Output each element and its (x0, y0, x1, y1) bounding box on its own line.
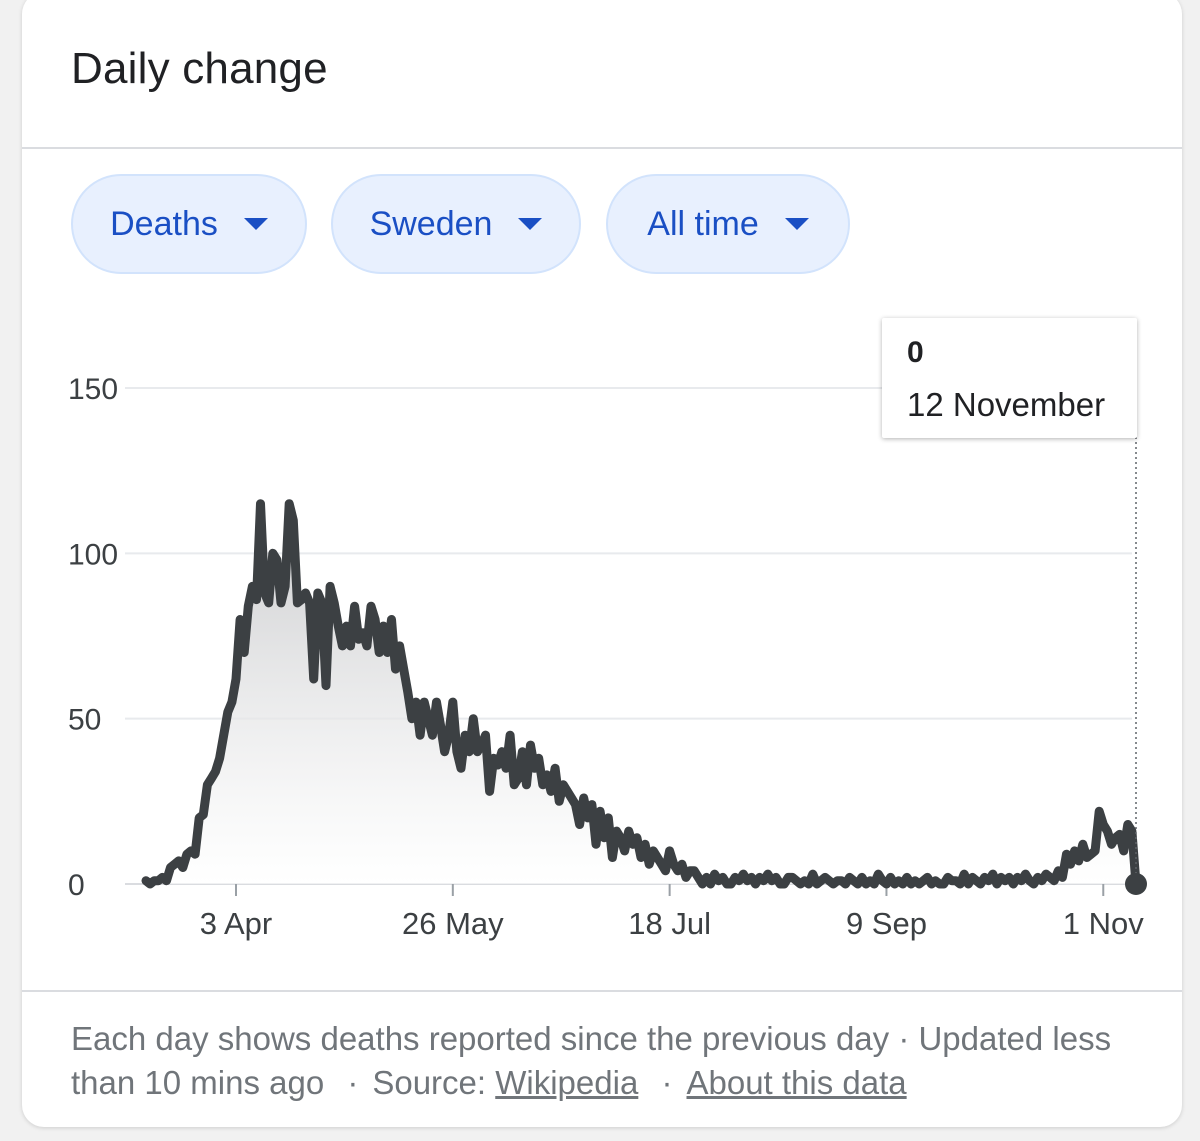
x-tick-label: 3 Apr (200, 906, 272, 941)
hover-point-marker[interactable] (1125, 873, 1147, 895)
time-range-filter-label: All time (647, 204, 759, 243)
caret-down-icon (784, 218, 809, 230)
x-tick-label: 26 May (402, 906, 504, 941)
footer-separator: · (661, 1064, 673, 1101)
footer-note: Each day shows deaths reported since the… (71, 1017, 1151, 1105)
time-range-filter-chip[interactable]: All time (606, 174, 850, 274)
source-wikipedia-link[interactable]: Wikipedia (495, 1064, 639, 1101)
card-title: Daily change (71, 44, 328, 93)
caret-down-icon (243, 218, 268, 230)
hover-tooltip: 0 12 November (882, 318, 1137, 438)
metric-filter-chip[interactable]: Deaths (71, 174, 307, 274)
footer-divider (22, 990, 1182, 992)
metric-filter-label: Deaths (110, 204, 218, 243)
deaths-area-chart[interactable]: 0 50 100 150 3 Apr 26 May 18 Jul 9 Sep 1 Nov (22, 0, 1182, 982)
location-filter-label: Sweden (369, 204, 493, 243)
x-tick-label: 9 Sep (846, 906, 927, 941)
location-filter-chip[interactable]: Sweden (331, 174, 581, 274)
series-line (141, 499, 1141, 889)
about-this-data-link[interactable]: About this data (686, 1064, 907, 1101)
caret-down-icon (518, 218, 543, 230)
x-tick-label: 1 Nov (1063, 906, 1144, 941)
y-tick-label: 0 (68, 869, 85, 902)
source-label: Source: (372, 1064, 487, 1101)
footer-description: Each day shows deaths reported since the… (71, 1020, 1112, 1101)
x-tick-label: 18 Jul (628, 906, 711, 941)
daily-change-card: Daily change Deaths Sweden All time 0 50 1… (22, 0, 1182, 1127)
header-divider (22, 147, 1182, 149)
series-area-fill (146, 503, 1136, 884)
tooltip-date: 12 November (907, 386, 1106, 423)
y-tick-label: 150 (68, 373, 118, 406)
y-tick-label: 50 (68, 704, 101, 737)
tooltip-value: 0 (907, 336, 924, 369)
y-tick-label: 100 (68, 538, 118, 571)
footer-separator: · (347, 1064, 359, 1101)
